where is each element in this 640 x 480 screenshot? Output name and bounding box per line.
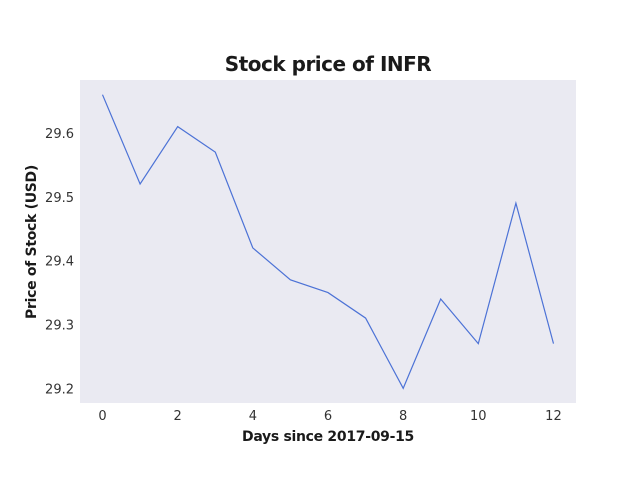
x-tick-label: 0: [98, 409, 106, 424]
series-line: [101, 94, 555, 390]
data-point: [102, 94, 104, 96]
x-tick-label: 2: [174, 409, 182, 424]
data-point: [139, 183, 141, 185]
data-point: [553, 343, 555, 345]
y-tick-label: 29.4: [45, 255, 74, 270]
data-point: [478, 343, 480, 345]
y-tick-label: 29.3: [45, 318, 74, 333]
x-tick-label: 12: [545, 409, 562, 424]
data-point: [290, 279, 292, 281]
data-point: [214, 151, 216, 153]
x-tick-label: 10: [470, 409, 487, 424]
plot-area: [80, 80, 576, 403]
x-axis-ticks: 0 2 4 6 8 10 12: [98, 409, 561, 424]
data-point: [365, 317, 367, 319]
x-tick-label: 4: [249, 409, 257, 424]
y-tick-label: 29.2: [45, 382, 74, 397]
x-tick-label: 6: [324, 409, 332, 424]
y-axis-label: Price of Stock (USD): [24, 165, 40, 319]
data-point: [515, 202, 517, 204]
data-point: [327, 292, 329, 294]
data-point: [440, 298, 442, 300]
y-tick-label: 29.5: [45, 191, 74, 206]
chart-title: Stock price of INFR: [225, 52, 431, 76]
data-point: [252, 247, 254, 249]
data-point: [177, 126, 179, 128]
x-axis-label: Days since 2017-09-15: [242, 429, 414, 445]
y-axis-ticks: 29.2 29.3 29.4 29.5 29.6: [45, 127, 74, 397]
x-tick-label: 8: [399, 409, 407, 424]
y-tick-label: 29.6: [45, 127, 74, 142]
data-point: [402, 388, 404, 390]
